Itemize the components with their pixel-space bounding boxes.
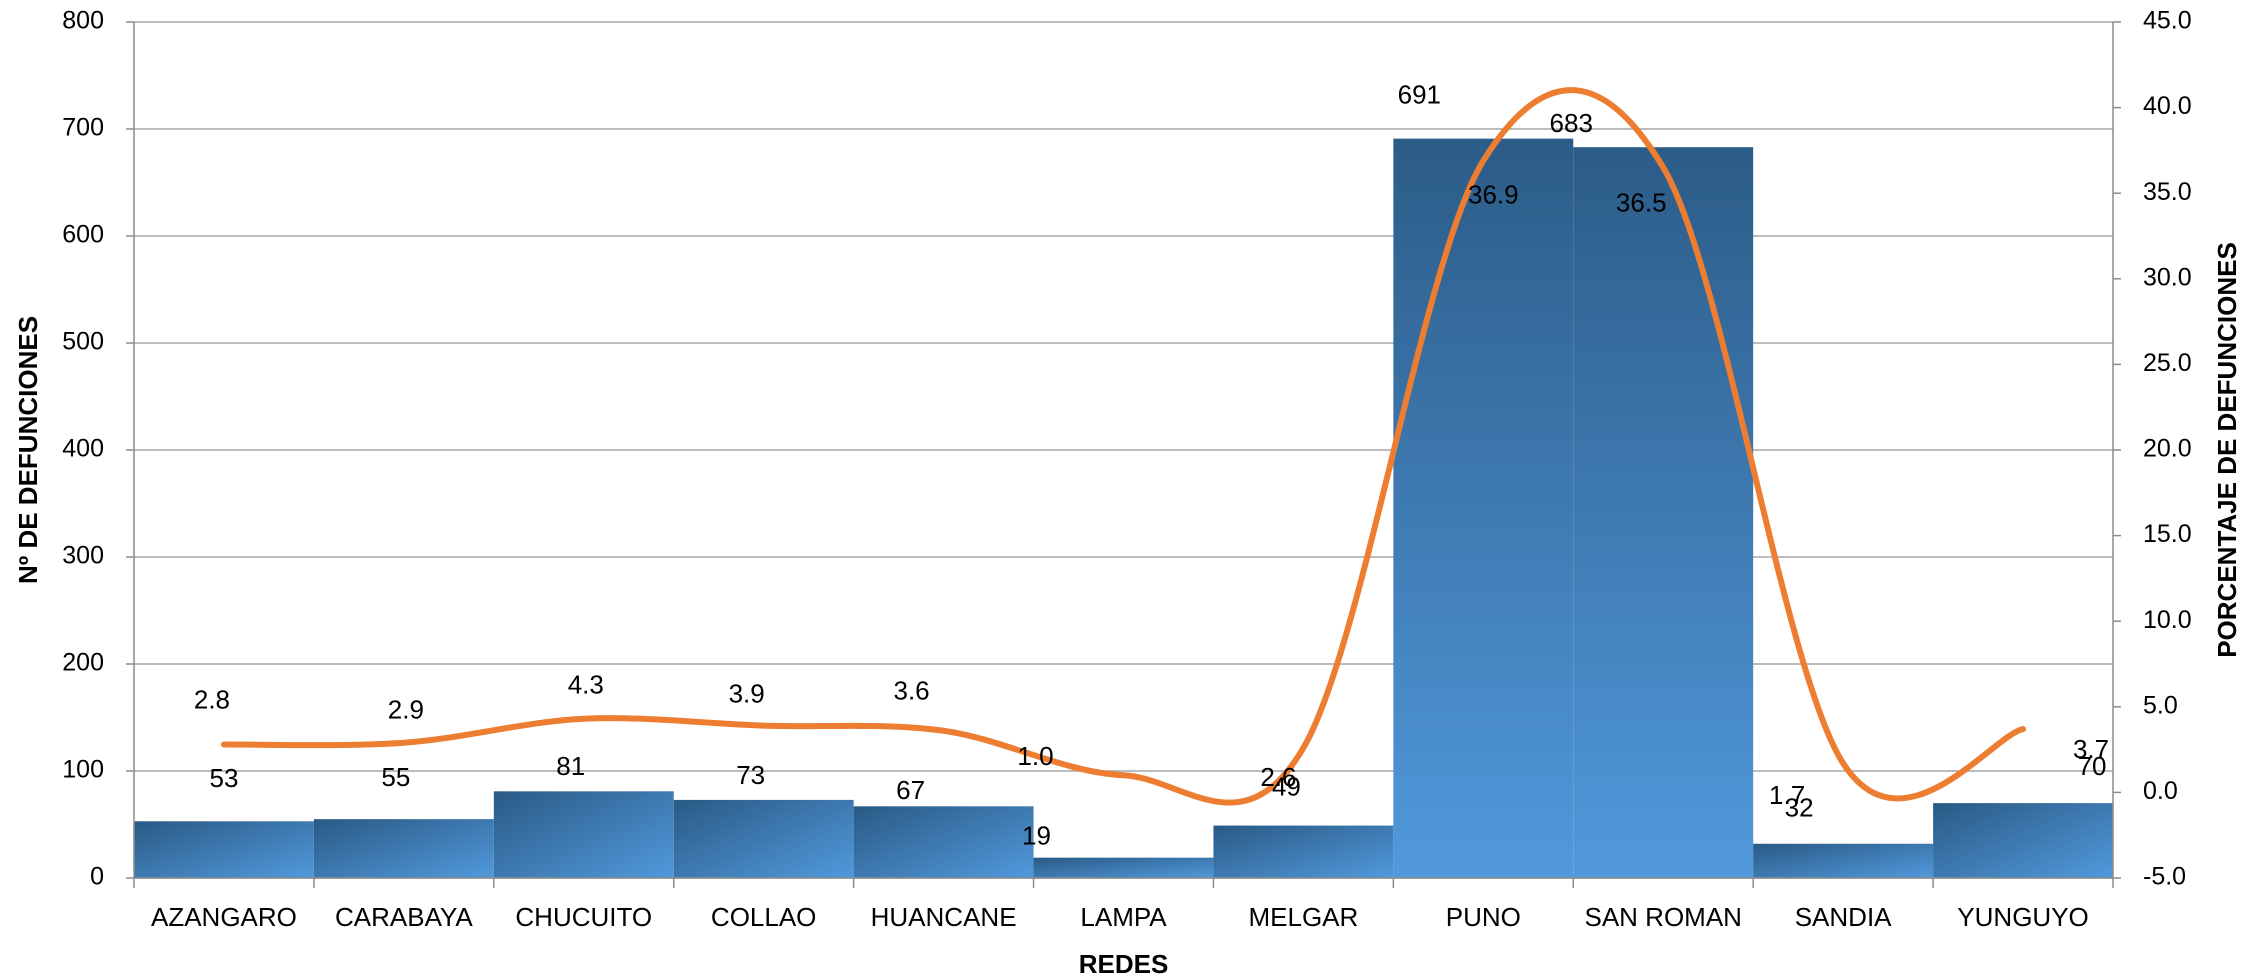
y2-axis-title: PORCENTAJE DE DEFUNCIONES (2212, 242, 2242, 658)
percent-value-label: 2.8 (194, 684, 230, 714)
percentage-line-path (220, 87, 2027, 806)
y-tick-label: 200 (62, 649, 104, 677)
y2-tick-label: 0.0 (2143, 777, 2178, 805)
percent-value-label: 4.3 (568, 670, 604, 700)
bar-lampa (1033, 857, 1214, 878)
percent-value-label: 1.7 (1769, 780, 1805, 810)
y2-tick-label: 25.0 (2143, 349, 2192, 377)
percent-value-label: 36.9 (1468, 180, 1519, 210)
bar-san-roman (1573, 147, 1754, 878)
percent-value-label: 3.9 (729, 679, 765, 709)
y-tick-label: 800 (62, 7, 104, 35)
x-tick-label: YUNGUYO (1957, 902, 2088, 932)
percent-value-label: 3.6 (894, 676, 930, 706)
bar-puno (1393, 138, 1574, 878)
bar-azangaro (134, 821, 314, 878)
bar-value-label: 49 (1272, 771, 1301, 801)
x-tick-label: SAN ROMAN (1584, 902, 1741, 932)
y-tick-label: 0 (90, 863, 104, 891)
bar-value-label: 683 (1550, 108, 1593, 138)
y2-tick-label: 5.0 (2143, 691, 2178, 719)
percent-value-label: 2.9 (388, 695, 424, 725)
bars (134, 138, 2113, 878)
gridlines (134, 21, 2113, 879)
percent-value-label: 3.7 (2073, 734, 2109, 764)
y2-tick-label: 20.0 (2143, 435, 2192, 463)
percent-value-label: 1.0 (1017, 741, 1053, 771)
y2-tick-label: 10.0 (2143, 606, 2192, 634)
y2-tick-label: 30.0 (2143, 263, 2192, 291)
x-axis-title: REDES (1079, 949, 1169, 978)
y-axis-title: Nº DE DEFUNCIONES (13, 316, 43, 584)
percentage-line (220, 87, 2027, 806)
y2-tick-label: 35.0 (2143, 178, 2192, 206)
data-labels: 53 55 81 73 67 19 49 691 683 32 70 2.8 2.9 4.3 3.9 3.6 1… (194, 80, 2109, 851)
y2-tick-label: 40.0 (2143, 92, 2192, 120)
x-tick-label: CARABAYA (335, 902, 473, 932)
bar-carabaya (313, 819, 494, 878)
bar-value-label: 67 (896, 775, 925, 805)
y2-tick-label: 15.0 (2143, 520, 2192, 548)
bar-value-label: 55 (381, 762, 410, 792)
bar-melgar (1213, 825, 1394, 878)
bar-value-label: 53 (209, 763, 238, 793)
percent-value-label: 36.5 (1616, 187, 1667, 217)
x-tick-label: LAMPA (1080, 902, 1167, 932)
bar-chucuito (493, 791, 674, 878)
bar-sandia (1753, 843, 1934, 878)
y-tick-label: 700 (62, 114, 104, 142)
y-tick-label: 400 (62, 435, 104, 463)
x-tick-label: AZANGARO (151, 902, 297, 932)
x-tick-label: MELGAR (1249, 902, 1359, 932)
bar-value-label: 73 (736, 760, 765, 790)
y-tick-label: 600 (62, 221, 104, 249)
bar-collao (673, 799, 854, 878)
axes: 0 100 200 300 400 500 600 700 800 -5.0 0.0 5.0 10.0 1… (13, 7, 2242, 978)
bar-value-label: 19 (1022, 821, 1051, 851)
bar-value-label: 70 (2078, 751, 2107, 781)
x-tick-label: HUANCANE (871, 902, 1017, 932)
bar-value-label: 32 (1785, 793, 1814, 823)
bar-value-label: 691 (1398, 80, 1441, 110)
y2-tick-label: 45.0 (2143, 7, 2192, 35)
y-tick-label: 100 (62, 756, 104, 784)
x-tick-label: COLLAO (711, 902, 817, 932)
x-tick-label: CHUCUITO (515, 902, 652, 932)
percent-value-label: 2.6 (1260, 762, 1296, 792)
bar-huancane (853, 806, 1034, 878)
y-tick-label: 500 (62, 328, 104, 356)
y-tick-label: 300 (62, 542, 104, 570)
x-tick-label: PUNO (1446, 902, 1521, 932)
x-tick-label: SANDIA (1795, 902, 1892, 932)
bar-value-label: 81 (556, 751, 585, 781)
y2-tick-label: -5.0 (2143, 863, 2186, 891)
bar-yunguyo (1933, 803, 2113, 878)
